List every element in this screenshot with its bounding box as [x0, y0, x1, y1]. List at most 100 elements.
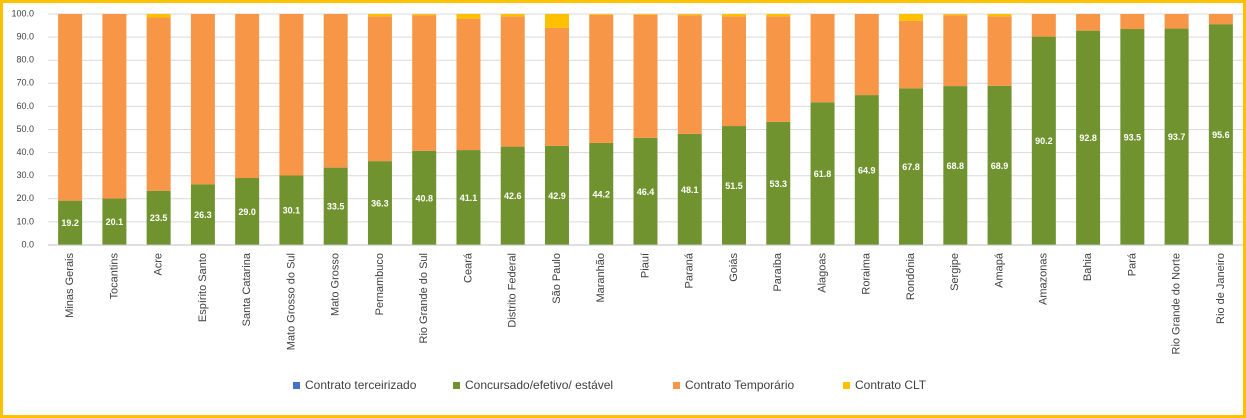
x-tick-label: Maranhão — [595, 253, 607, 303]
bar-segment — [589, 142, 614, 245]
x-tick-label: Alagoas — [816, 253, 828, 293]
bar-segment — [456, 18, 481, 151]
x-tick-label: Roraima — [861, 252, 873, 294]
bar-segment — [1208, 24, 1233, 245]
bar-segment — [367, 161, 392, 245]
bar-segment — [987, 85, 1012, 245]
x-tick-label: Paraná — [684, 252, 696, 288]
value-label: 93.7 — [1168, 132, 1186, 142]
x-tick-label: Amazonas — [1038, 253, 1050, 305]
bar-segment — [146, 190, 171, 245]
bar-segment — [1164, 28, 1189, 246]
bar-segment — [899, 20, 924, 89]
value-label: 68.8 — [947, 161, 965, 171]
y-tick-label: 70.0 — [16, 78, 34, 88]
bar-segment — [235, 14, 260, 179]
x-tick-label: Rio Grande do Norte — [1171, 253, 1183, 355]
bar-segment — [1031, 36, 1056, 245]
bar-segment — [677, 133, 702, 245]
bar-segment — [500, 16, 525, 147]
bar-segment — [766, 14, 791, 17]
x-tick-label: Minas Gerais — [64, 253, 76, 318]
x-tick-label: Bahia — [1082, 252, 1094, 281]
bar-segment — [279, 14, 304, 176]
y-tick-label: 0.0 — [21, 239, 34, 249]
legend-label: Concursado/efetivo/ estável — [465, 378, 613, 392]
bar-segment — [766, 121, 791, 245]
bar-segment — [190, 14, 215, 185]
bar-segment — [323, 14, 348, 168]
value-label: 42.6 — [504, 191, 522, 201]
bar-segment — [1208, 14, 1233, 25]
legend-swatch — [673, 382, 680, 389]
value-label: 26.3 — [194, 210, 212, 220]
x-tick-label: Espírito Santo — [197, 253, 209, 322]
bar-segment — [146, 14, 171, 18]
legend-label: Contrato CLT — [855, 378, 927, 392]
bar-segment — [367, 16, 392, 162]
x-tick-label: Rondônia — [905, 252, 917, 300]
y-tick-label: 100.0 — [11, 8, 34, 18]
bar-segment — [1120, 14, 1145, 30]
value-label: 46.4 — [637, 187, 655, 197]
bar-segment — [1076, 14, 1101, 31]
bar-segment — [544, 14, 569, 28]
value-label: 40.8 — [415, 193, 433, 203]
bar-segment — [500, 14, 525, 17]
bar-segment — [412, 14, 437, 16]
bar-segment — [412, 150, 437, 245]
bar-segment — [235, 178, 260, 245]
x-tick-label: Mato Grosso do Sul — [285, 253, 297, 350]
value-label: 36.3 — [371, 198, 389, 208]
bar-segment — [633, 14, 658, 15]
bar-segment — [190, 184, 215, 245]
legend-swatch — [293, 382, 300, 389]
bar-segment — [722, 126, 747, 245]
y-tick-label: 40.0 — [16, 147, 34, 157]
x-tick-label: Distrito Federal — [507, 253, 519, 328]
y-tick-label: 30.0 — [16, 170, 34, 180]
value-label: 61.8 — [814, 169, 832, 179]
bar-segment — [102, 14, 127, 199]
bar-segment — [589, 14, 614, 15]
value-label: 48.1 — [681, 185, 699, 195]
value-label: 64.9 — [858, 165, 876, 175]
bar-segment — [323, 167, 348, 245]
bar-segment — [1164, 14, 1189, 29]
value-label: 23.5 — [150, 213, 168, 223]
value-label: 42.9 — [548, 191, 566, 201]
value-label: 33.5 — [327, 202, 345, 212]
bar-segment — [987, 14, 1012, 17]
bar-segment — [943, 14, 968, 16]
x-tick-label: Rio Grande do Sul — [418, 253, 430, 344]
x-tick-label: São Paulo — [551, 253, 563, 304]
x-tick-label: Amapá — [993, 252, 1005, 288]
y-tick-label: 50.0 — [16, 124, 34, 134]
bar-segment — [943, 15, 968, 87]
x-tick-label: Piauí — [639, 253, 651, 278]
bar-segment — [722, 16, 747, 127]
bar-segment — [279, 175, 304, 245]
bar-segment — [854, 14, 879, 96]
value-label: 19.2 — [61, 218, 79, 228]
value-label: 68.9 — [991, 161, 1009, 171]
y-tick-label: 90.0 — [16, 31, 34, 41]
x-tick-label: Santa Catarina — [241, 252, 253, 326]
bar-segment — [456, 14, 481, 19]
bar-segment — [987, 16, 1012, 86]
value-label: 44.2 — [592, 189, 610, 199]
bar-segment — [943, 86, 968, 246]
value-label: 20.1 — [106, 217, 124, 227]
x-tick-label: Tocantins — [108, 253, 120, 300]
y-tick-label: 80.0 — [16, 55, 34, 65]
x-tick-label: Goiás — [728, 253, 740, 282]
x-tick-label: Pernambuco — [374, 253, 386, 315]
x-tick-label: Pará — [1126, 252, 1138, 276]
value-label: 93.5 — [1124, 132, 1142, 142]
value-label: 30.1 — [283, 206, 301, 216]
value-label: 53.3 — [770, 179, 788, 189]
bar-segment — [58, 14, 83, 201]
bar-segment — [1120, 29, 1145, 245]
bar-segment — [500, 146, 525, 245]
